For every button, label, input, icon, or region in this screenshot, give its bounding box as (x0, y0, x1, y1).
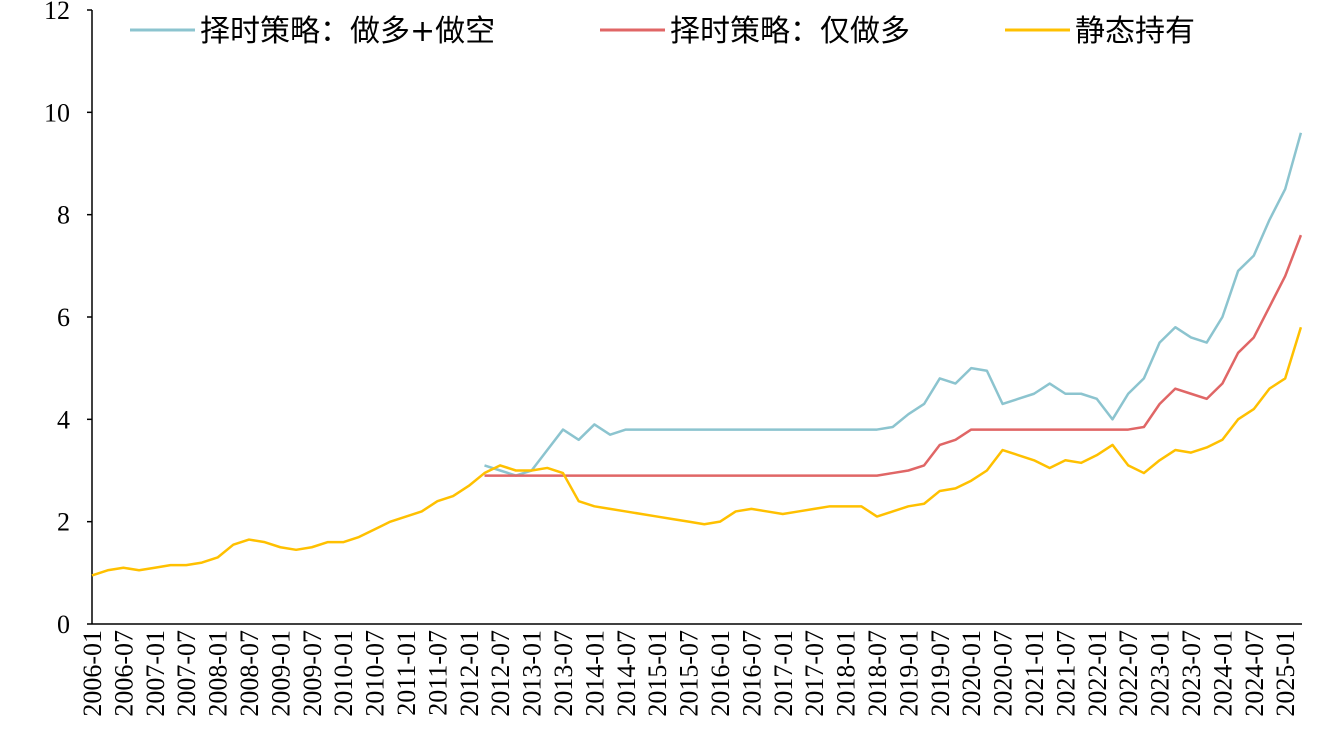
x-tick-label: 2018-01 (832, 630, 861, 717)
x-tick-label: 2006-01 (78, 630, 107, 717)
y-tick-label: 4 (57, 405, 70, 434)
x-tick-label: 2024-01 (1208, 630, 1237, 717)
x-tick-label: 2022-07 (1114, 630, 1143, 717)
x-tick-label: 2021-01 (1020, 630, 1049, 717)
x-tick-label: 2021-07 (1051, 630, 1080, 717)
x-tick-label: 2015-01 (643, 630, 672, 717)
x-tick-label: 2023-07 (1177, 630, 1206, 717)
x-tick-label: 2017-07 (800, 630, 829, 717)
x-tick-label: 2010-07 (361, 630, 390, 717)
legend-label: 择时策略：仅做多 (670, 14, 910, 49)
x-tick-label: 2014-07 (612, 630, 641, 717)
y-tick-label: 6 (57, 303, 70, 332)
x-tick-label: 2020-01 (957, 630, 986, 717)
y-tick-label: 12 (44, 0, 70, 25)
x-tick-label: 2019-01 (894, 630, 923, 717)
x-tick-label: 2008-01 (204, 630, 233, 717)
x-tick-label: 2009-01 (266, 630, 295, 717)
x-tick-label: 2025-01 (1271, 630, 1300, 717)
x-tick-label: 2006-07 (109, 630, 138, 717)
x-tick-label: 2016-07 (737, 630, 766, 717)
y-tick-label: 2 (57, 508, 70, 537)
x-tick-label: 2015-07 (675, 630, 704, 717)
x-tick-label: 2017-01 (769, 630, 798, 717)
x-tick-label: 2013-07 (549, 630, 578, 717)
x-tick-label: 2013-01 (518, 630, 547, 717)
y-tick-label: 8 (57, 201, 70, 230)
x-tick-label: 2008-07 (235, 630, 264, 717)
x-tick-label: 2014-01 (580, 630, 609, 717)
legend-label: 择时策略：做多+做空 (200, 14, 495, 49)
x-tick-label: 2011-07 (423, 630, 452, 716)
y-tick-label: 0 (57, 610, 70, 639)
series-line (91, 326, 1303, 577)
x-tick-label: 2011-01 (392, 630, 421, 716)
x-tick-label: 2022-01 (1083, 630, 1112, 717)
x-tick-label: 2023-01 (1146, 630, 1175, 717)
x-tick-label: 2007-07 (172, 630, 201, 717)
y-tick-label: 10 (44, 98, 70, 127)
x-tick-label: 2012-01 (455, 630, 484, 717)
legend-label: 静态持有 (1075, 14, 1195, 49)
x-tick-label: 2019-07 (926, 630, 955, 717)
x-tick-label: 2010-01 (329, 630, 358, 717)
x-tick-label: 2018-07 (863, 630, 892, 717)
x-tick-label: 2009-07 (298, 630, 327, 717)
x-tick-label: 2020-07 (989, 630, 1018, 717)
x-tick-label: 2024-07 (1240, 630, 1269, 717)
x-tick-label: 2007-01 (141, 630, 170, 717)
x-tick-label: 2012-07 (486, 630, 515, 717)
series-line (484, 234, 1303, 477)
x-tick-label: 2016-01 (706, 630, 735, 717)
series-line (484, 132, 1303, 477)
